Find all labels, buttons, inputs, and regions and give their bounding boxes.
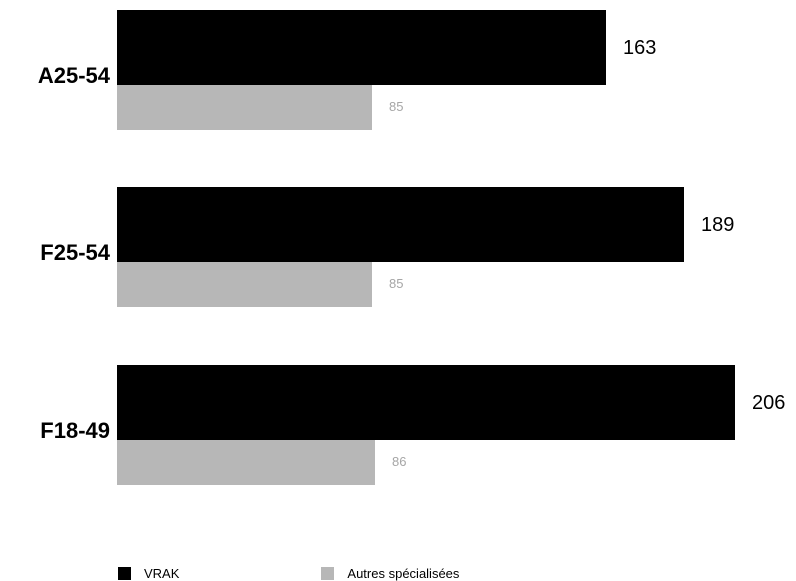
legend-item-vrak: VRAK (118, 566, 179, 581)
category-label: F18-49 (40, 418, 110, 443)
legend-swatch-autres (321, 567, 335, 580)
bar-autres (117, 85, 372, 130)
legend-label-autres: Autres spécialisées (347, 566, 460, 581)
value-label-vrak: 189 (701, 214, 734, 236)
bar-vrak (117, 365, 735, 440)
legend-label-vrak: VRAK (144, 566, 180, 581)
value-label-vrak: 163 (623, 37, 656, 59)
value-label-autres: 85 (389, 99, 403, 114)
bar-vrak (117, 10, 606, 85)
bar-autres (117, 440, 375, 485)
legend-swatch-vrak (118, 567, 131, 580)
bar-vrak (117, 187, 684, 262)
category-label: F25-54 (40, 240, 110, 265)
value-label-vrak: 206 (752, 392, 785, 414)
bar-chart: A25-54 163 85 F25-54 189 85 F18-49 206 86 (38, 10, 785, 485)
value-label-autres: 85 (389, 276, 403, 291)
legend: VRAK Autres spécialisées (118, 566, 459, 581)
value-label-autres: 86 (392, 454, 406, 469)
category-label: A25-54 (38, 63, 111, 88)
bar-autres (117, 262, 372, 307)
legend-item-autres: Autres spécialisées (321, 566, 459, 581)
